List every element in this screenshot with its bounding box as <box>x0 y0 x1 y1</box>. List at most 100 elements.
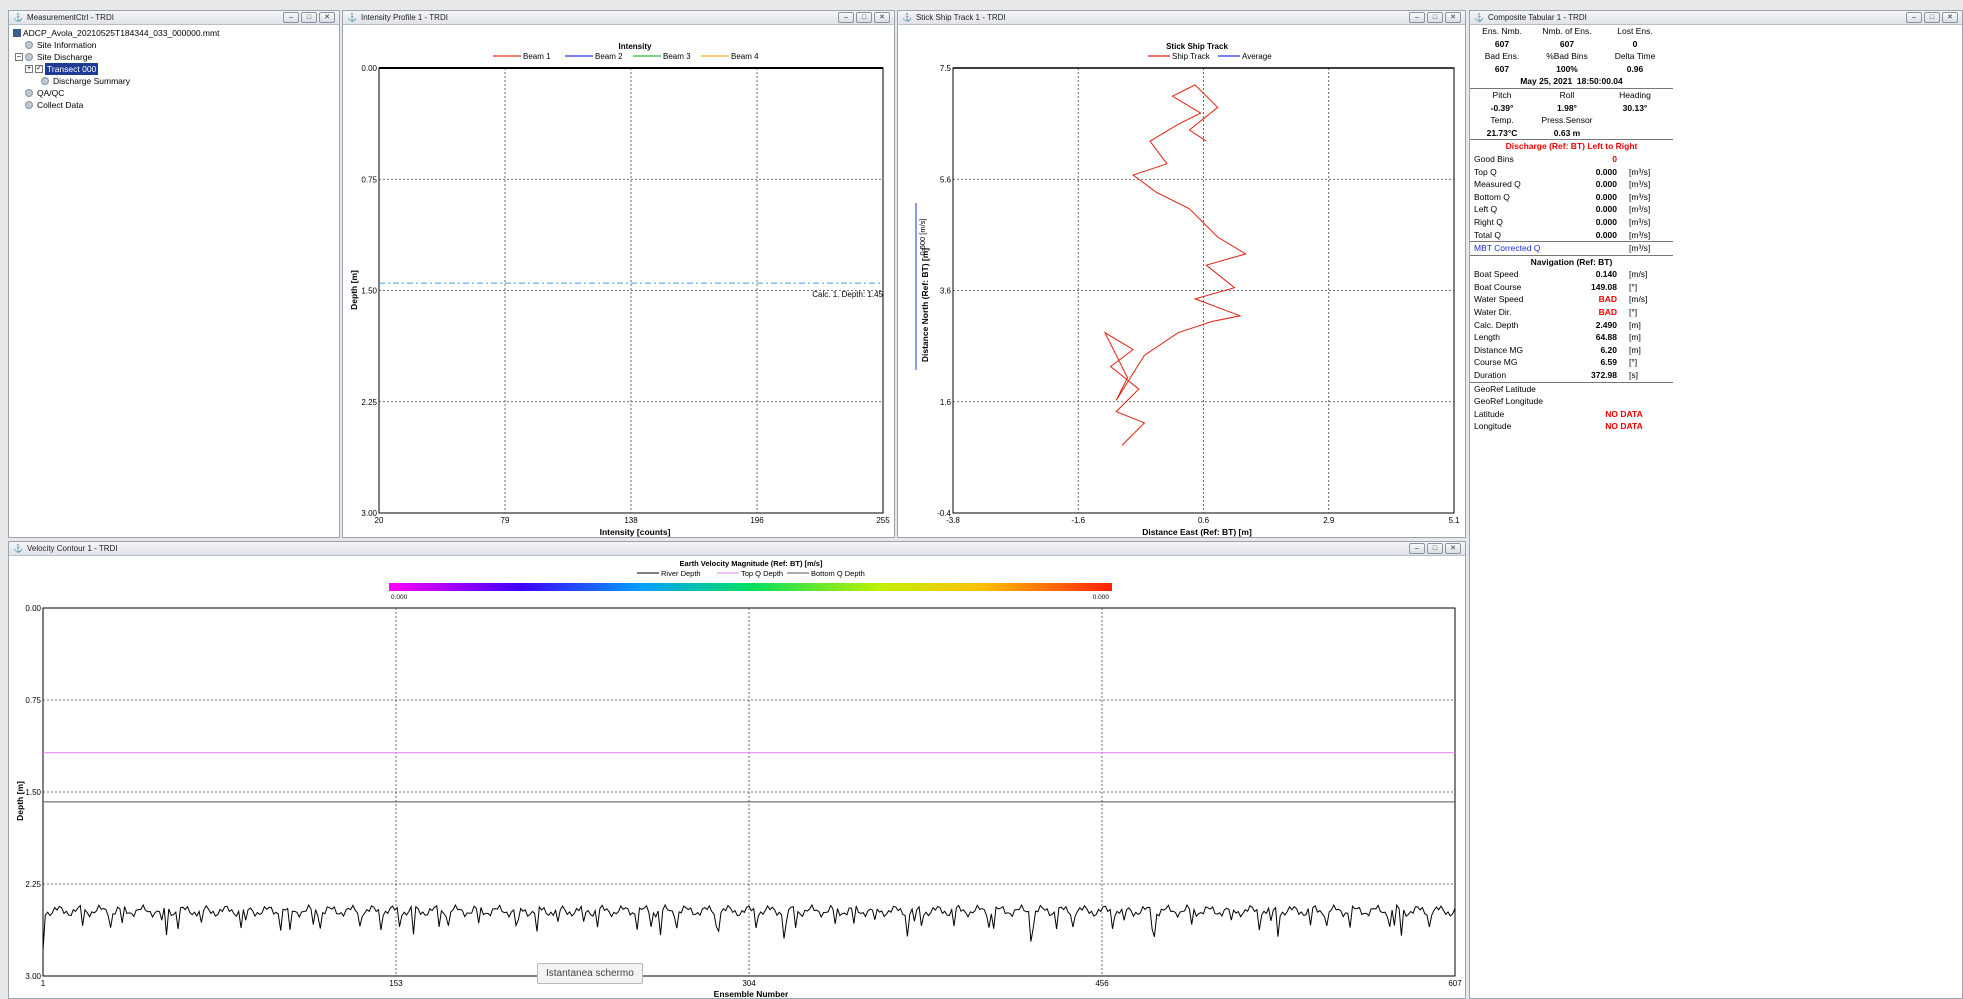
ship-track-window: ⚓ Stick Ship Track 1 - TRDI – □ ✕ Stick … <box>897 10 1466 538</box>
y-tick-label: 1.50 <box>361 287 377 296</box>
minimize-button[interactable]: – <box>1906 12 1922 23</box>
trdi-logo-icon: ⚓ <box>13 544 23 553</box>
mbt-corrected-row: MBT Corrected Q [m³/s] <box>1474 243 1651 254</box>
legend-label: Top Q Depth <box>741 569 783 578</box>
x-tick-label: 456 <box>1095 979 1109 988</box>
divider <box>1470 254 1673 256</box>
tabular-content: Ens. Nmb. Nmb. of Ens. Lost Ens. 607 607 0 B… <box>1470 25 1962 998</box>
colorbar-min-label: 0.000 <box>391 594 408 601</box>
window-title: Stick Ship Track 1 - TRDI <box>915 13 1006 22</box>
chart-grid: -3.8 -1.6 0.6 2.9 5.1 7.5 5.6 3.6 1.6 -0.4 <box>937 64 1460 525</box>
measurement-ctrl-titlebar[interactable]: ⚓ MeasurementCtrl - TRDI – □ ✕ <box>9 11 339 25</box>
velocity-titlebar[interactable]: ⚓ Velocity Contour 1 - TRDI – □ ✕ <box>9 542 1465 556</box>
y-tick-label: 1.6 <box>940 398 952 407</box>
divider <box>1470 381 1673 383</box>
table-row: Boat Course 149.08 [°] <box>1474 281 1638 292</box>
velocity-contour-chart[interactable]: Earth Velocity Magnitude (Ref: BT) [m/s]… <box>9 556 1465 998</box>
tree-node-transect-000[interactable]: + ✓ Transect 000 <box>25 63 99 75</box>
x-tick-label: 138 <box>624 516 638 525</box>
colorbar-max-label: 0.000 <box>1093 594 1110 601</box>
y-tick-label: 5.6 <box>940 175 952 184</box>
tree-node-qaqc[interactable]: QA/QC <box>13 87 335 99</box>
tabular-titlebar[interactable]: ⚓ Composite Tabular 1 - TRDI – □ ✕ <box>1470 11 1962 25</box>
minimize-button[interactable]: – <box>1409 543 1425 554</box>
y-tick-label: 0.00 <box>25 604 41 613</box>
y-axis-label: Depth [m] <box>15 781 25 821</box>
trdi-logo-icon: ⚓ <box>13 13 23 22</box>
trdi-logo-icon: ⚓ <box>347 13 357 22</box>
x-tick-label: -3.8 <box>946 516 960 525</box>
table-row: Water Speed BAD [m/s] <box>1474 294 1648 305</box>
table-row: GeoRef Latitude <box>1474 383 1536 394</box>
table-row: Distance MG 6.20 [m] <box>1474 344 1641 355</box>
chart-legend: Beam 1 Beam 2 Beam 3 Beam 4 <box>493 52 759 61</box>
window-buttons: – □ ✕ <box>1906 12 1958 23</box>
x-tick-label: 0.6 <box>1198 516 1210 525</box>
legend-label: Ship Track <box>1172 52 1211 61</box>
close-button[interactable]: ✕ <box>1942 12 1958 23</box>
close-button[interactable]: ✕ <box>319 12 335 23</box>
table-row: Course MG 6.59 [°] <box>1474 357 1638 368</box>
maximize-button[interactable]: □ <box>1427 543 1443 554</box>
table-row: Bad Ens. %Bad Bins Delta Time <box>1484 51 1656 62</box>
x-axis-label: Ensemble Number <box>714 989 789 998</box>
maximize-button[interactable]: □ <box>1924 12 1940 23</box>
y-tick-label: 3.00 <box>25 972 41 981</box>
minimize-button[interactable]: – <box>838 12 854 23</box>
table-row: Ens. Nmb. Nmb. of Ens. Lost Ens. <box>1482 26 1653 36</box>
maximize-button[interactable]: □ <box>301 12 317 23</box>
checkbox-icon[interactable]: ✓ <box>35 65 43 73</box>
x-axis-label: Distance East (Ref: BT) [m] <box>1142 527 1252 537</box>
chart-legend: Ship Track Average <box>1148 52 1272 61</box>
table-row: Boat Speed 0.140 [m/s] <box>1474 269 1648 280</box>
node-icon <box>25 101 33 109</box>
minimize-button[interactable]: – <box>283 12 299 23</box>
tree-node-site-information[interactable]: Site Information <box>13 39 335 51</box>
x-tick-label: -1.6 <box>1071 516 1085 525</box>
node-icon <box>25 41 33 49</box>
legend-label: Beam 3 <box>663 52 691 61</box>
trdi-logo-icon: ⚓ <box>902 13 912 22</box>
x-tick-label: 79 <box>501 516 510 525</box>
chart-title: Earth Velocity Magnitude (Ref: BT) [m/s] <box>680 559 823 568</box>
x-axis-label: Intensity [counts] <box>600 527 671 537</box>
close-button[interactable]: ✕ <box>1445 12 1461 23</box>
ship-track-chart[interactable]: Stick Ship Track Ship Track Average -3.8-… <box>898 25 1465 537</box>
y-tick-label: 7.5 <box>940 64 952 73</box>
x-tick-label: 607 <box>1448 979 1462 988</box>
velocity-contour-window: ⚓ Velocity Contour 1 - TRDI – □ ✕ Earth … <box>8 541 1466 999</box>
y-tick-label: 0.75 <box>361 175 377 184</box>
chart-grid: 20 79 138 196 255 0.00 0.75 1.50 2.25 3.00 <box>361 64 890 525</box>
y-tick-label: 2.25 <box>25 880 41 889</box>
intensity-titlebar[interactable]: ⚓ Intensity Profile 1 - TRDI – □ ✕ <box>343 11 894 25</box>
chart-grid: 1 153 304 456 607 0.00 0.75 1.50 2.25 3.00 <box>25 604 1462 988</box>
maximize-button[interactable]: □ <box>856 12 872 23</box>
tree-node-collect-data[interactable]: Collect Data <box>13 99 335 111</box>
table-row: Measured Q 0.000 [m³/s] <box>1474 179 1651 190</box>
table-row: Top Q 0.000 [m³/s] <box>1474 166 1651 177</box>
legend-label: Beam 2 <box>595 52 623 61</box>
velocity-scale-label: 0.500 [m/s] <box>918 218 927 255</box>
ship-track-titlebar[interactable]: ⚓ Stick Ship Track 1 - TRDI – □ ✕ <box>898 11 1465 25</box>
expand-icon[interactable]: + <box>25 65 33 73</box>
table-row: Calc. Depth 2.490 [m] <box>1474 319 1641 330</box>
close-button[interactable]: ✕ <box>874 12 890 23</box>
minimize-button[interactable]: – <box>1409 12 1425 23</box>
table-row: Bottom Q 0.000 [m³/s] <box>1474 191 1651 202</box>
table-row: Latitude NO DATA <box>1474 408 1643 419</box>
tree-node-discharge-summary[interactable]: Discharge Summary <box>13 75 335 87</box>
tree-node-site-discharge[interactable]: – Site Discharge <box>13 51 335 63</box>
tree-node-file[interactable]: ADCP_Avola_20210525T184344_033_000000.mm… <box>13 27 335 39</box>
y-tick-label: -0.4 <box>937 509 951 518</box>
collapse-icon[interactable]: – <box>15 53 23 61</box>
close-button[interactable]: ✕ <box>1445 543 1461 554</box>
x-tick-label: 1 <box>41 979 46 988</box>
navigation-title: Navigation (Ref: BT) <box>1530 256 1613 267</box>
chart-legend: River Depth Top Q Depth Bottom Q Depth <box>637 569 865 578</box>
table-row: Left Q 0.000 [m³/s] <box>1474 204 1651 215</box>
divider <box>1470 241 1673 243</box>
maximize-button[interactable]: □ <box>1427 12 1443 23</box>
color-bar <box>389 583 1112 591</box>
table-row: Total Q 0.000 [m³/s] <box>1474 229 1651 240</box>
intensity-chart[interactable]: Intensity Beam 1 Beam 2 Beam 3 Beam 4 20 79 1… <box>343 25 894 537</box>
